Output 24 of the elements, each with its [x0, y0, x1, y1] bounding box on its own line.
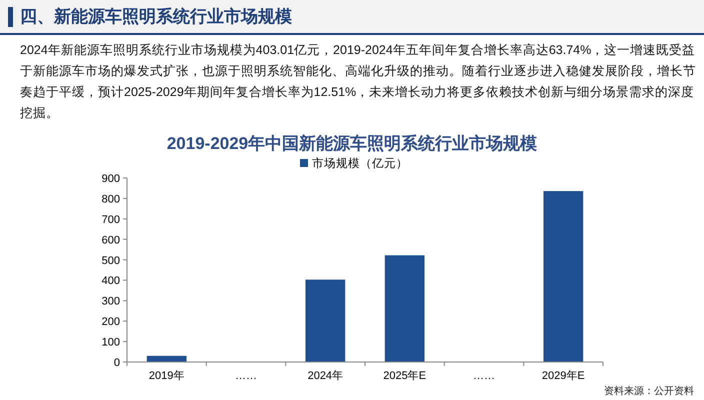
- y-tick-label: 0: [114, 357, 120, 369]
- x-tick-label: 2029年E: [542, 370, 585, 382]
- y-tick-label: 700: [102, 214, 120, 226]
- x-tick-label: 2024年: [308, 370, 344, 382]
- chart-subtitle: 2019-2029年中国新能源车照明系统行业市场规模: [166, 134, 538, 153]
- text: 2024年新能源车照明系统行业市场规模为403.01亿元，2019-2024年五年间年复合增长率高达63.74%，这一增速既受益于新能源车市场的爆发式扩张，也源于照明系统智能化、高端化升级的推动。随着行业逐步进入稳健发展阶段，增长节奏趋于平缓，预计2025-2029年期间年复合增长率为12.51%，未来增长动力将更多依赖技术创新与细分场景需求的深度挖掘。: [20, 42, 696, 122]
- x-tick-label: ……: [235, 370, 257, 382]
- y-tick-label: 800: [102, 193, 120, 206]
- text: 资料来源：公开资料: [604, 384, 694, 398]
- legend-label: 市场规模（亿元）: [312, 156, 408, 170]
- y-tick-label: 900: [102, 173, 120, 185]
- y-tick-label: 200: [102, 316, 120, 328]
- y-tick-label: 400: [102, 275, 120, 288]
- y-tick-label: 100: [102, 336, 120, 349]
- bar: [544, 191, 584, 362]
- chart-title: 四、新能源车照明系统行业市场规模: [20, 6, 292, 28]
- y-tick-label: 500: [102, 254, 120, 267]
- x-tick-label: ……: [473, 370, 495, 382]
- x-tick-label: 2025年E: [383, 370, 426, 382]
- y-tick-label: 300: [102, 296, 120, 308]
- bar: [306, 280, 346, 362]
- y-tick-label: 600: [102, 234, 120, 246]
- bar: [384, 255, 424, 362]
- x-tick-label: 2019年: [148, 370, 184, 382]
